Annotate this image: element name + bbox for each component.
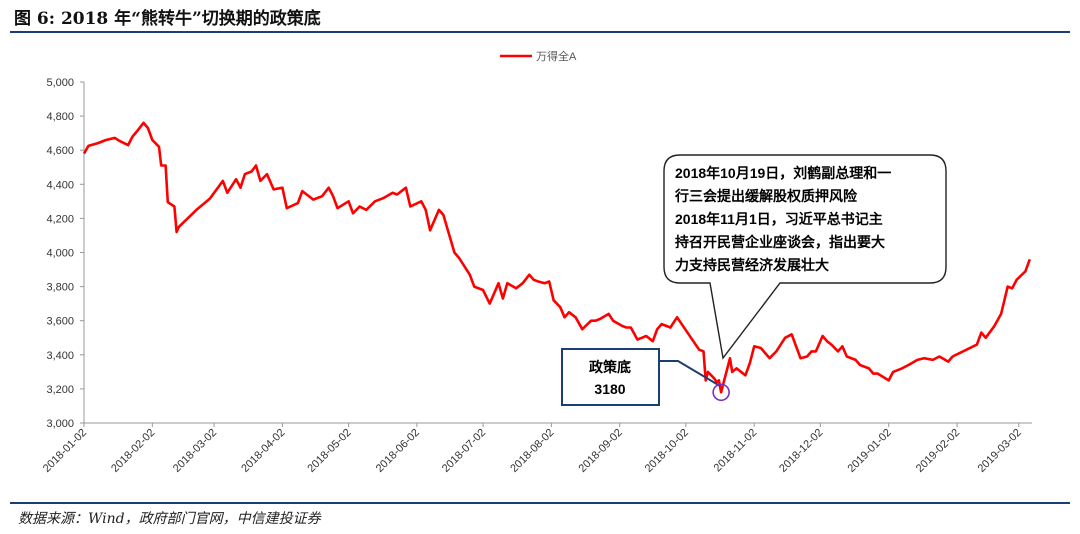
y-tick-label: 3,800 <box>46 282 74 294</box>
y-tick-label: 3,200 <box>46 384 74 396</box>
legend: 万得全A <box>500 49 577 63</box>
title-rule <box>10 31 1070 33</box>
x-tick-label: 2018-11-02 <box>712 427 760 475</box>
y-tick-label: 4,000 <box>46 248 74 260</box>
x-tick-label: 2018-10-02 <box>643 427 691 475</box>
figure-title: 图 6: 2018 年“熊转牛”切换期的政策底 <box>14 9 321 29</box>
series-group <box>82 121 1032 394</box>
callout-text-line: 力支持民营经济发展壮大 <box>675 257 829 273</box>
y-tick-label: 3,400 <box>46 350 74 362</box>
x-tick-label: 2018-01-02 <box>41 427 89 475</box>
y-tick-label: 4,800 <box>46 111 74 123</box>
x-tick-label: 2018-05-02 <box>305 427 353 475</box>
y-tick-label: 5,000 <box>46 77 74 89</box>
callout-text-line: 2018年10月19日，刘鹤副总理和一 <box>675 165 891 181</box>
x-axis: 2018-01-02 2018-02-02 2018-03-02 2018-04-02… <box>41 422 1032 475</box>
policy-bottom-value: 3180 <box>594 381 625 397</box>
policy-bottom-marker <box>712 383 730 402</box>
y-tick-label: 3,600 <box>46 316 74 328</box>
x-tick-label: 2018-09-02 <box>577 427 625 475</box>
series-line <box>82 121 1032 394</box>
annotations: 2018年10月19日，刘鹤副总理和一 行三会提出缓解股权质押风险 2018年1… <box>561 154 947 406</box>
box-connector <box>659 360 721 387</box>
x-tick-label: 2019-03-02 <box>976 427 1024 475</box>
x-tick-label: 2019-02-02 <box>914 427 962 475</box>
callout-text-line: 行三会提出缓解股权质押风险 <box>674 188 858 204</box>
x-tick-label: 2018-02-02 <box>109 427 157 475</box>
x-tick-label: 2018-07-02 <box>440 427 488 475</box>
x-tick-label: 2019-01-02 <box>846 427 894 475</box>
y-tick-label: 3,000 <box>46 418 74 430</box>
x-tick-label: 2018-04-02 <box>239 427 287 475</box>
y-tick-label: 4,600 <box>46 145 74 157</box>
source-note: 数据来源：Wind，政府部门官网，中信建投证券 <box>18 511 321 527</box>
policy-bottom-box <box>561 348 660 406</box>
callout-text-line: 持召开民营企业座谈会，指出要大 <box>675 234 885 250</box>
x-tick-label: 2018-03-02 <box>171 427 219 475</box>
x-tick-label: 2018-06-02 <box>374 427 422 475</box>
y-tick-label: 4,400 <box>46 179 74 191</box>
line-chart: 万得全A 3,000 3,200 3,400 3,600 3,800 4,000 4,200… <box>41 49 1032 475</box>
x-tick-label: 2018-12-02 <box>777 427 825 475</box>
source-rule <box>10 502 1070 504</box>
callout-bubble <box>663 154 947 360</box>
legend-label: 万得全A <box>536 49 577 63</box>
x-tick-label: 2018-08-02 <box>508 427 556 475</box>
y-tick-label: 4,200 <box>46 213 74 225</box>
y-axis: 3,000 3,200 3,400 3,600 3,800 4,000 4,200 4,400… <box>46 77 85 430</box>
callout-text-line: 2018年11月1日，习近平总书记主 <box>675 211 883 227</box>
policy-bottom-label: 政策底 <box>589 359 631 375</box>
